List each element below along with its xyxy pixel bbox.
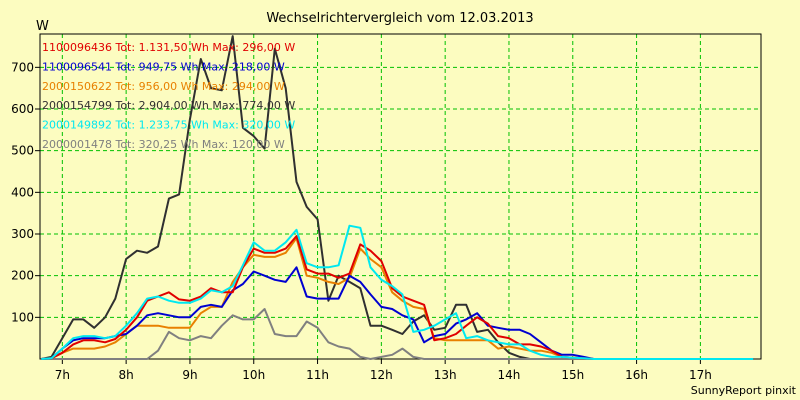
- y-tick-label: 600: [11, 102, 34, 116]
- series-line-1100096541: [41, 266, 754, 360]
- x-tick-label: 15h: [561, 368, 584, 382]
- y-tick-label: 200: [11, 269, 34, 283]
- x-tick-label: 10h: [242, 368, 265, 382]
- x-tick-label: 11h: [306, 368, 329, 382]
- legend-entry-2000154799: 2000154799 Tot: 2.904,00 Wh Max: 774,00 …: [42, 99, 295, 112]
- x-tick-label: 17h: [689, 368, 712, 382]
- y-axis-label: W: [36, 19, 49, 34]
- y-tick-label: 100: [11, 310, 34, 324]
- y-tick-label: 400: [11, 185, 34, 199]
- legend-entry-1100096541: 1100096541 Tot: 949,75 Wh Max: 218,00 W: [42, 60, 285, 73]
- chart-title: Wechselrichtervergleich vom 12.03.2013: [266, 11, 533, 26]
- series-line-2000001478: [41, 308, 754, 360]
- series-lines: [41, 35, 754, 360]
- legend-entry-1100096436: 1100096436 Tot: 1.131,50 Wh Max: 296,00 …: [42, 41, 295, 54]
- x-tick-label: 12h: [370, 368, 393, 382]
- axes: 100 200 300 400 500 600 700 7h 8h 9h 10h 11h 12h 13h 1…: [11, 60, 712, 382]
- x-tick-label: 7h: [55, 368, 70, 382]
- legend-entry-2000150622: 2000150622 Tot: 956,00 Wh Max: 294,00 W: [42, 80, 285, 93]
- y-tick-label: 700: [11, 60, 34, 74]
- grid: [40, 34, 761, 359]
- y-tick-label: 300: [11, 227, 34, 241]
- plot-frame: [39, 33, 762, 360]
- x-tick-label: 14h: [498, 368, 521, 382]
- x-tick-label: 16h: [625, 368, 648, 382]
- y-tick-label: 500: [11, 144, 34, 158]
- x-tick-label: 8h: [119, 368, 134, 382]
- x-tick-label: 9h: [182, 368, 197, 382]
- legend-entry-2000001478: 2000001478 Tot: 320,25 Wh Max: 120,00 W: [42, 138, 285, 151]
- legend-entry-2000149892: 2000149892 Tot: 1.233,75 Wh Max: 320,00 …: [42, 119, 295, 132]
- series-line-2000149892: [41, 224, 754, 360]
- footer-credit: SunnyReport pinxit: [691, 384, 797, 397]
- x-tick-label: 13h: [434, 368, 457, 382]
- legend: 1100096436 Tot: 1.131,50 Wh Max: 296,00 …: [42, 41, 295, 151]
